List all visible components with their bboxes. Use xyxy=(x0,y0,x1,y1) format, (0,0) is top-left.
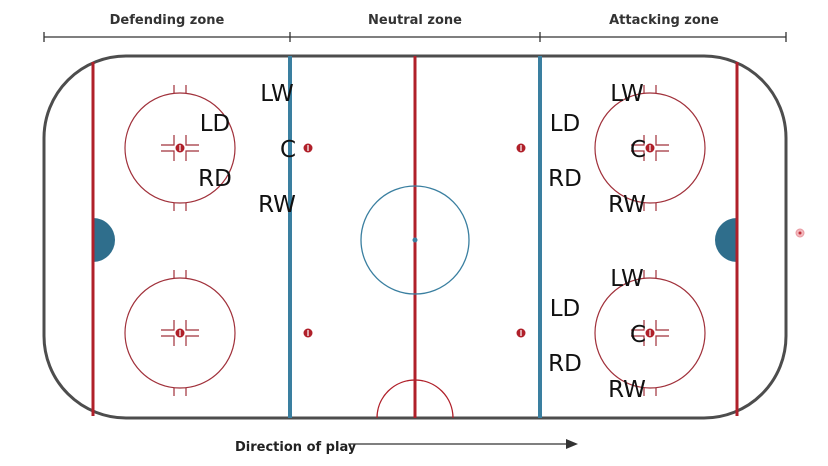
position-label-lw: LW xyxy=(610,266,643,292)
position-label-rw: RW xyxy=(258,192,296,218)
zone-label-neutral: Neutral zone xyxy=(368,13,462,28)
end-zone-faceoff xyxy=(594,85,706,211)
l-mark xyxy=(655,135,669,146)
direction-arrow-head xyxy=(566,439,578,449)
position-label-rd: RD xyxy=(548,351,582,377)
faceoff-circle xyxy=(124,92,236,204)
l-mark xyxy=(185,135,199,146)
l-mark xyxy=(161,150,175,161)
position-label-ld: LD xyxy=(200,111,231,137)
l-mark xyxy=(161,320,175,331)
zone-label-defending: Defending zone xyxy=(110,13,225,28)
goal-crease-right xyxy=(715,218,737,262)
l-mark xyxy=(631,150,645,161)
l-mark xyxy=(631,335,645,346)
center-faceoff-dot xyxy=(412,237,418,243)
end-zone-faceoff xyxy=(124,85,236,211)
position-label-lw: LW xyxy=(260,81,293,107)
position-label-rw: RW xyxy=(608,377,646,403)
l-mark xyxy=(655,320,669,331)
stray-marker-center xyxy=(798,231,802,235)
position-label-lw: LW xyxy=(610,81,643,107)
l-mark xyxy=(185,150,199,161)
position-label-rw: RW xyxy=(608,192,646,218)
neutral-zone-dots xyxy=(303,143,526,338)
l-mark xyxy=(631,320,645,331)
direction-of-play-label: Direction of play xyxy=(235,440,357,455)
end-zone-faceoff xyxy=(124,270,236,396)
position-label-c: C xyxy=(280,137,296,163)
faceoff-circle xyxy=(124,277,236,389)
zone-label-attacking: Attacking zone xyxy=(609,13,719,28)
faceoff-circle xyxy=(594,277,706,389)
l-mark xyxy=(655,335,669,346)
center-faceoff-circle xyxy=(360,185,470,295)
position-label-rd: RD xyxy=(198,166,232,192)
referee-crease xyxy=(376,379,454,419)
l-mark xyxy=(185,335,199,346)
position-labels: LW LD C RD RW LW LD C RD RW LW LD C RD RW xyxy=(198,81,646,403)
faceoff-circle xyxy=(594,92,706,204)
position-label-ld: LD xyxy=(550,296,581,322)
zone-ruler xyxy=(43,32,787,42)
goal-crease-left xyxy=(93,218,115,262)
l-mark xyxy=(655,150,669,161)
l-mark xyxy=(161,335,175,346)
l-mark xyxy=(185,320,199,331)
faceoff-circles xyxy=(124,85,706,396)
end-zone-faceoff xyxy=(594,270,706,396)
position-label-c: C xyxy=(630,137,646,163)
l-mark xyxy=(631,135,645,146)
position-label-rd: RD xyxy=(548,166,582,192)
position-label-ld: LD xyxy=(550,111,581,137)
position-label-c: C xyxy=(630,322,646,348)
l-mark xyxy=(161,135,175,146)
